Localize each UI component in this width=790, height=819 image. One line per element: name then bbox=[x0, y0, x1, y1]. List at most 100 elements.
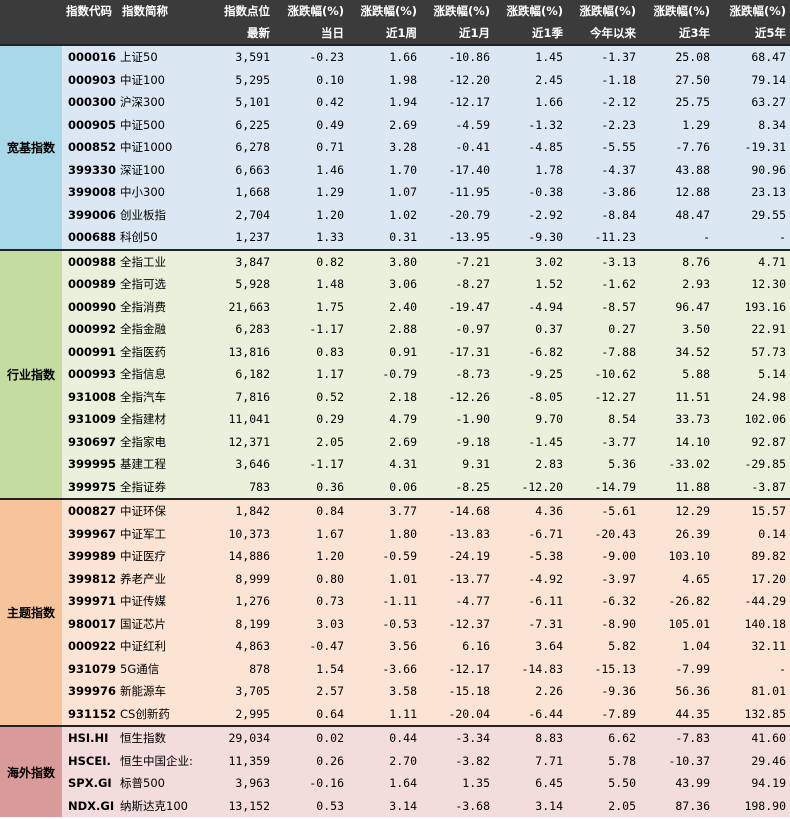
value-cell: 96.47 bbox=[640, 295, 714, 318]
value-cell: -13.95 bbox=[421, 226, 494, 250]
index-code-cell: 399989 bbox=[62, 545, 118, 568]
header-corner bbox=[0, 0, 62, 21]
value-cell: 6.16 bbox=[421, 635, 494, 658]
value-cell: 3.14 bbox=[348, 794, 421, 817]
value-cell: 48.47 bbox=[640, 203, 714, 226]
value-cell: -8.90 bbox=[567, 612, 640, 635]
value-cell: 12,371 bbox=[200, 430, 274, 453]
value-cell: 5.36 bbox=[567, 453, 640, 476]
value-cell: 5.78 bbox=[567, 749, 640, 772]
value-cell: 1.29 bbox=[640, 113, 714, 136]
value-cell: -29.85 bbox=[714, 453, 790, 476]
value-cell: 43.99 bbox=[640, 772, 714, 795]
value-cell: 0.37 bbox=[494, 318, 567, 341]
value-cell: 2.57 bbox=[274, 680, 348, 703]
value-cell: -9.30 bbox=[494, 226, 567, 250]
table-row: 000990 全指消费 21,663 1.75 2.40 -19.47 -4.94 -8.57… bbox=[0, 295, 790, 318]
value-cell: 0.84 bbox=[274, 498, 348, 523]
value-cell: -15.13 bbox=[567, 657, 640, 680]
index-name-cell: 中证1000 bbox=[118, 136, 200, 159]
value-cell: -12.37 bbox=[421, 612, 494, 635]
value-cell: 0.83 bbox=[274, 340, 348, 363]
value-cell: 1,668 bbox=[200, 181, 274, 204]
value-cell: -26.82 bbox=[640, 590, 714, 613]
table-row: 931079 5G通信 878 1.54 -3.66 -12.17 -14.83 -15.13… bbox=[0, 657, 790, 680]
value-cell: 6,283 bbox=[200, 318, 274, 341]
value-cell: -3.82 bbox=[421, 749, 494, 772]
index-code-cell: 399967 bbox=[62, 522, 118, 545]
value-cell: 6,225 bbox=[200, 113, 274, 136]
index-code-cell: NDX.GI bbox=[62, 794, 118, 817]
value-cell: -10.62 bbox=[567, 363, 640, 386]
table-row: 399971 中证传媒 1,276 0.73 -1.11 -4.77 -6.11 -6.32-… bbox=[0, 590, 790, 613]
value-cell: 2.69 bbox=[348, 113, 421, 136]
table-row: 399989 中证医疗 14,886 1.20 -0.59 -24.19 -5.38 -9.0… bbox=[0, 545, 790, 568]
index-name-cell: 中证军工 bbox=[118, 522, 200, 545]
value-cell: 6.45 bbox=[494, 772, 567, 795]
value-cell: 0.27 bbox=[567, 318, 640, 341]
index-code-cell: 399330 bbox=[62, 158, 118, 181]
value-cell: 9.31 bbox=[421, 453, 494, 476]
value-cell: 0.10 bbox=[274, 68, 348, 91]
header-week-sublabel: 近1周 bbox=[348, 21, 421, 45]
group-label: 海外指数 bbox=[0, 725, 62, 817]
value-cell: 27.50 bbox=[640, 68, 714, 91]
value-cell: 0.42 bbox=[274, 91, 348, 114]
value-cell: 44.35 bbox=[640, 702, 714, 726]
value-cell: 6.62 bbox=[567, 725, 640, 750]
index-code-cell: 931008 bbox=[62, 385, 118, 408]
value-cell: 68.47 bbox=[714, 44, 790, 69]
value-cell: -3.13 bbox=[567, 248, 640, 273]
value-cell: 1.75 bbox=[274, 295, 348, 318]
value-cell: - bbox=[640, 226, 714, 250]
value-cell: 2.88 bbox=[348, 318, 421, 341]
table-row: 000688 科创50 1,237 1.33 0.31 -13.95 -9.30 -11.23… bbox=[0, 226, 790, 250]
index-name-cell: 中证医疗 bbox=[118, 545, 200, 568]
value-cell: 1.20 bbox=[274, 203, 348, 226]
value-cell: 2.83 bbox=[494, 453, 567, 476]
index-name-cell: 全指证券 bbox=[118, 475, 200, 499]
value-cell: 57.73 bbox=[714, 340, 790, 363]
group-label: 宽基指数 bbox=[0, 44, 62, 250]
table-header: 指数代码 指数简称 指数点位 涨跌幅(%) 涨跌幅(%) 涨跌幅(%) 涨跌幅(%) 涨跌幅(… bbox=[0, 0, 790, 45]
value-cell: 1.46 bbox=[274, 158, 348, 181]
value-cell: -12.27 bbox=[567, 385, 640, 408]
index-code-cell: 000852 bbox=[62, 136, 118, 159]
value-cell: 6,663 bbox=[200, 158, 274, 181]
value-cell: 92.87 bbox=[714, 430, 790, 453]
value-cell: 0.06 bbox=[348, 475, 421, 499]
value-cell: -4.77 bbox=[421, 590, 494, 613]
table-row: 399967 中证军工 10,373 1.67 1.80 -13.83 -6.71 -20.4… bbox=[0, 522, 790, 545]
index-name-cell: 全指家电 bbox=[118, 430, 200, 453]
table-row: 399330 深证100 6,663 1.46 1.70 -17.40 1.78 -4.37 4… bbox=[0, 158, 790, 181]
value-cell: -4.37 bbox=[567, 158, 640, 181]
table-row: SPX.GI 标普500 3,963 -0.16 1.64 1.35 6.45 5.50 43.… bbox=[0, 772, 790, 795]
index-name-cell: 纳斯达克100 bbox=[118, 794, 200, 817]
value-cell: 87.36 bbox=[640, 794, 714, 817]
value-cell: 24.98 bbox=[714, 385, 790, 408]
value-cell: 4.31 bbox=[348, 453, 421, 476]
table-body: 宽基指数 000016 上证50 3,591 -0.23 1.66 -10.86 1.45 -1… bbox=[0, 44, 790, 817]
value-cell: 102.06 bbox=[714, 408, 790, 431]
table-row: NDX.GI 纳斯达克100 13,152 0.53 3.14 -3.68 3.14 2.05… bbox=[0, 794, 790, 817]
index-code-cell: 399971 bbox=[62, 590, 118, 613]
value-cell: 2.26 bbox=[494, 680, 567, 703]
value-cell: 79.14 bbox=[714, 68, 790, 91]
value-cell: -7.31 bbox=[494, 612, 567, 635]
value-cell: -2.12 bbox=[567, 91, 640, 114]
index-name-cell: 标普500 bbox=[118, 772, 200, 795]
value-cell: 5.14 bbox=[714, 363, 790, 386]
value-cell: 81.01 bbox=[714, 680, 790, 703]
index-code-cell: 980017 bbox=[62, 612, 118, 635]
table-row: 主题指数 000827 中证环保 1,842 0.84 3.77 -14.68 4.36 -5.… bbox=[0, 498, 790, 726]
table-row: 931008 全指汽车 7,816 0.52 2.18 -12.26 -8.05 -12.27… bbox=[0, 385, 790, 408]
value-cell: 0.82 bbox=[274, 248, 348, 273]
value-cell: 3.77 bbox=[348, 498, 421, 523]
value-cell: 0.80 bbox=[274, 567, 348, 590]
index-code-cell: 000990 bbox=[62, 295, 118, 318]
value-cell: -8.25 bbox=[421, 475, 494, 499]
value-cell: -9.18 bbox=[421, 430, 494, 453]
value-cell: -7.99 bbox=[640, 657, 714, 680]
header-level-sublabel: 最新 bbox=[200, 21, 274, 45]
value-cell: 193.16 bbox=[714, 295, 790, 318]
